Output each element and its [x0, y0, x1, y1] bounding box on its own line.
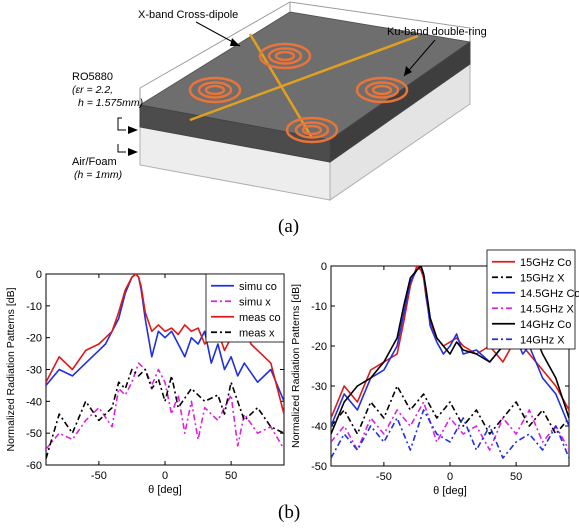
label-substrate-h: h = 1.575mm)	[78, 97, 143, 109]
chart-right: 0 -10 -20 -30 -40 -50 -50 0 50 θ [deg] Normalized …	[290, 249, 579, 497]
series-line-simu-co	[46, 274, 284, 402]
x-tick-label: 0	[447, 471, 453, 483]
x-tick-label: 50	[510, 471, 522, 483]
series-line-simu-x	[46, 362, 284, 450]
series-line-15ghz-x	[331, 385, 569, 435]
bracket-spacer	[117, 144, 126, 153]
legend-label: 14.5GHz X	[520, 303, 574, 315]
x-axis-label: θ [deg]	[148, 484, 182, 496]
double-ring-2	[355, 76, 409, 104]
arrowhead-double-ring	[404, 66, 412, 76]
y-tick-label: -60	[26, 460, 42, 472]
chart-left: 0 -10 -20 -30 -40 -50 -60 -50 0 50 θ [deg] Normaliz…	[5, 269, 285, 496]
legend-box	[486, 249, 576, 350]
y-tick-label: -40	[311, 421, 327, 433]
double-ring-1	[258, 42, 312, 70]
y-tick-label: -30	[26, 365, 42, 377]
x-tick-label: 0	[162, 470, 168, 482]
series-line-14-5ghz-x	[331, 401, 569, 451]
double-ring-3	[188, 76, 242, 104]
y-tick-label: -10	[26, 301, 42, 313]
substrate-side	[329, 41, 471, 163]
series-line-meas-x	[46, 368, 284, 459]
label-cross-dipole: X-band Cross-dipole	[138, 9, 238, 21]
legend-label: 14.5GHz Co	[520, 288, 579, 300]
legend-label: 15GHz X	[520, 272, 565, 284]
y-tick-label: -20	[311, 341, 327, 353]
arrowhead-spacer	[128, 148, 138, 156]
series-line-14ghz-x	[331, 409, 569, 459]
y-tick-label: 0	[36, 269, 42, 281]
caption-b: (b)	[278, 502, 301, 523]
label-substrate-name: RO5880	[72, 71, 113, 83]
unit-cell-diagram: X-band Cross-dipole Ku-band double-ring …	[72, 1, 487, 201]
legend-label: 15GHz Co	[520, 257, 571, 269]
label-double-ring: Ku-band double-ring	[387, 26, 487, 38]
x-tick-label: 50	[225, 470, 237, 482]
arrowhead-substrate	[128, 126, 138, 134]
y-tick-label: -30	[311, 381, 327, 393]
double-ring-4	[285, 116, 339, 144]
arrowhead-cross-dipole	[230, 38, 240, 46]
y-tick-label: -50	[311, 461, 327, 473]
bracket-substrate	[117, 117, 126, 131]
y-tick-label: -50	[26, 428, 42, 440]
legend-label: 14GHz Co	[520, 319, 571, 331]
legend-label: simu co	[239, 281, 277, 293]
y-tick-label: -20	[26, 333, 42, 345]
label-substrate-eps: (εr = 2.2,	[72, 84, 113, 96]
y-tick-label: 0	[321, 261, 327, 273]
y-tick-label: -10	[311, 301, 327, 313]
x-tick-label: -50	[376, 471, 392, 483]
legend-label: simu x	[239, 296, 271, 308]
y-axis-label: Normalized Radiation Patterns [dB]	[290, 284, 302, 448]
x-axis-label: θ [deg]	[433, 485, 467, 497]
y-tick-label: -40	[26, 396, 42, 408]
y-axis-label: Normalized Radiation Patterns [dB]	[5, 287, 17, 451]
label-spacer-name: Air/Foam	[72, 156, 117, 168]
cover-outline	[139, 1, 471, 89]
x-tick-label: -50	[91, 470, 107, 482]
label-spacer-h: (h = 1mm)	[74, 169, 122, 181]
legend-label: meas x	[239, 327, 275, 339]
cross-dipole-arm-1	[189, 34, 419, 122]
legend-label: 14GHz X	[520, 334, 565, 346]
legend-label: meas co	[239, 312, 281, 324]
caption-a: (a)	[278, 216, 300, 237]
